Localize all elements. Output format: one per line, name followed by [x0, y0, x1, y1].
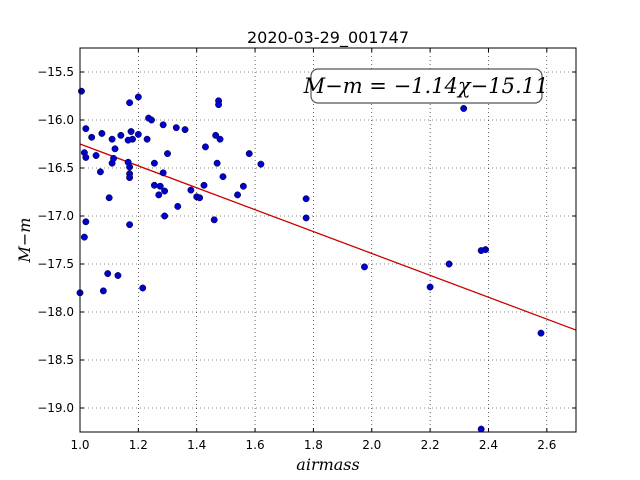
data-point [445, 260, 453, 268]
y-tick-label: −17.0 [37, 209, 74, 223]
data-point [156, 182, 164, 190]
data-point [99, 287, 107, 295]
x-tick-label: 2.2 [421, 438, 440, 452]
data-point [172, 124, 180, 132]
data-point [181, 126, 189, 134]
data-point [155, 191, 163, 199]
data-point [215, 101, 223, 109]
data-point [426, 283, 434, 291]
data-point [187, 186, 195, 194]
data-point [134, 130, 142, 138]
annotation-box [310, 68, 543, 104]
x-tick-label: 1.0 [70, 438, 89, 452]
data-point [111, 145, 119, 153]
y-axis-label: M−m [15, 218, 34, 264]
data-point [129, 135, 136, 143]
data-point [139, 284, 147, 292]
data-point [82, 125, 90, 133]
data-point [537, 329, 545, 337]
data-point [257, 160, 265, 168]
data-point [108, 135, 116, 143]
data-points [76, 87, 545, 433]
data-point [159, 169, 167, 177]
data-point [126, 99, 134, 107]
data-point [92, 152, 100, 159]
data-point [96, 168, 104, 176]
x-tick-label: 1.2 [129, 438, 148, 452]
data-point [196, 194, 204, 202]
data-point [245, 150, 253, 158]
data-point [150, 181, 158, 189]
y-tick-label: −19.0 [37, 401, 74, 415]
data-point [159, 121, 167, 129]
annotation-text: M−m = −1.14χ−15.11 [303, 74, 549, 98]
y-tick-label: −18.0 [37, 305, 74, 319]
data-point [161, 212, 169, 220]
data-point [460, 105, 468, 112]
data-point [210, 216, 218, 224]
data-point [174, 202, 182, 210]
data-point [200, 181, 208, 189]
data-point [164, 150, 171, 158]
data-point [302, 214, 310, 222]
data-point [134, 93, 142, 101]
data-point [82, 218, 90, 226]
chart-title: 2020-03-29_001747 [247, 28, 409, 48]
data-point [482, 246, 490, 254]
x-axis-label: airmass [296, 455, 359, 474]
data-point [212, 131, 220, 139]
data-point [126, 221, 134, 229]
data-point [98, 129, 106, 137]
x-tick-label: 1.8 [304, 438, 323, 452]
data-point [143, 135, 151, 143]
data-point [126, 174, 134, 182]
data-point [127, 128, 135, 135]
data-point [302, 195, 310, 203]
x-tick-label: 2.4 [479, 438, 498, 452]
data-point [216, 135, 224, 143]
data-point [105, 194, 113, 202]
data-point [80, 233, 88, 241]
data-point [361, 263, 368, 271]
plot-frame [79, 47, 577, 433]
y-tick-label: −16.0 [37, 113, 74, 127]
data-point [477, 425, 485, 433]
data-point [114, 272, 122, 279]
axis-ticks: 1.0 1.2 1.4 1.6 1.8 2.0 2.2 2.4 2.6 −15.5 −16.0 −16… [37, 48, 576, 452]
data-point [219, 173, 227, 181]
data-point [104, 270, 112, 278]
data-point [110, 154, 118, 162]
data-point [78, 87, 85, 95]
x-tick-label: 2.6 [537, 438, 556, 452]
y-tick-label: −18.5 [37, 353, 74, 367]
data-point [148, 116, 155, 124]
x-tick-label: 2.0 [362, 438, 381, 452]
x-tick-label: 1.6 [246, 438, 265, 452]
data-point [239, 182, 247, 190]
data-point [88, 133, 96, 141]
y-tick-label: −16.5 [37, 161, 74, 175]
data-point [126, 163, 134, 171]
data-point [117, 131, 125, 139]
data-point [213, 159, 221, 167]
fit-annotation: M−m = −1.14χ−15.11 [303, 68, 549, 104]
data-point [82, 153, 90, 161]
data-point [234, 191, 242, 199]
x-tick-label: 1.4 [187, 438, 206, 452]
data-point [202, 143, 209, 151]
y-tick-label: −17.5 [37, 257, 74, 271]
y-tick-label: −15.5 [37, 65, 74, 79]
data-point [150, 159, 158, 167]
data-point [161, 187, 169, 195]
plot-area [80, 48, 576, 432]
